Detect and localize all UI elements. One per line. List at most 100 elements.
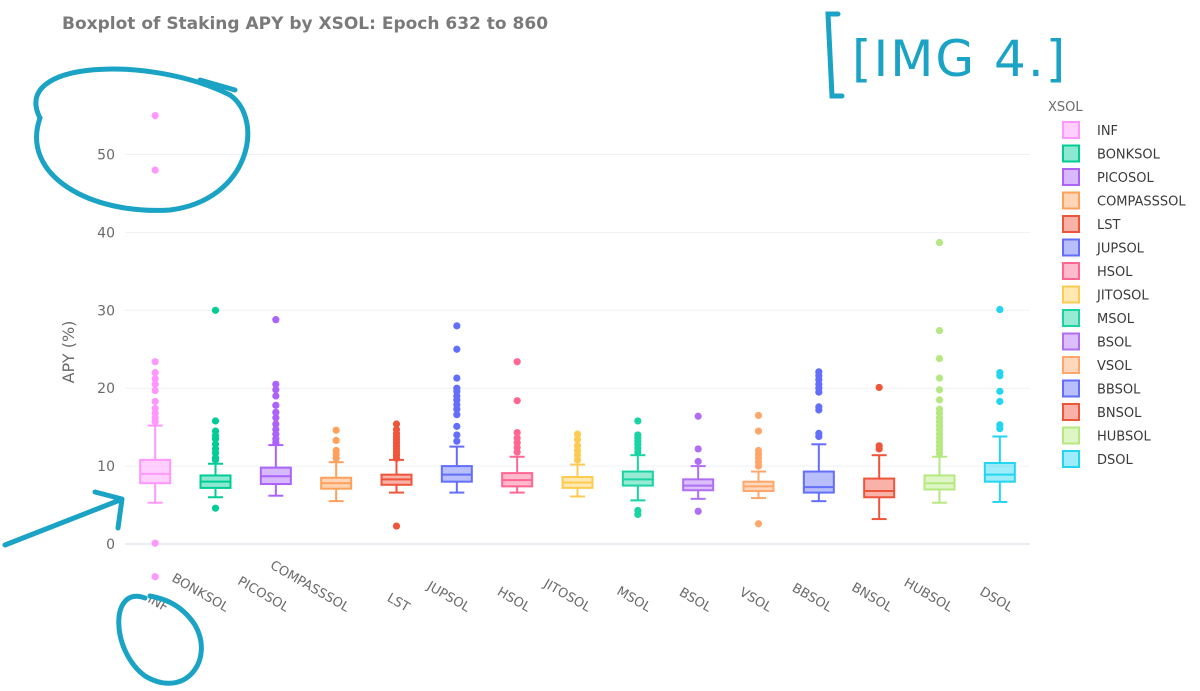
legend-label: LST xyxy=(1097,218,1120,233)
outlier-point xyxy=(453,431,461,439)
x-tick-label: BNSOL xyxy=(849,580,896,616)
outlier-point xyxy=(935,374,944,382)
x-tick-label: BBSOL xyxy=(789,581,835,616)
outlier-point xyxy=(392,454,401,462)
legend-item-dsol[interactable]: DSOL xyxy=(1062,450,1133,468)
legend-item-bnsol[interactable]: BNSOL xyxy=(1062,403,1142,421)
box-bnsol[interactable] xyxy=(863,383,896,521)
legend-label: COMPASSSOL xyxy=(1097,195,1186,210)
legend-item-jitosol[interactable]: JITOSOL xyxy=(1062,285,1149,304)
chart-title: Boxplot of Staking APY by XSOL: Epoch 63… xyxy=(62,14,548,34)
outlier-point xyxy=(935,450,944,458)
outlier-point xyxy=(272,414,280,422)
box-iqr xyxy=(139,458,172,485)
outlier-point xyxy=(754,427,763,435)
outlier-point xyxy=(453,322,461,330)
legend-swatch xyxy=(1062,379,1080,398)
legend-label: INF xyxy=(1097,124,1118,139)
outlier-point xyxy=(754,520,763,528)
outlier-point xyxy=(513,397,521,405)
x-tick-label: VSOL xyxy=(737,585,775,616)
box-compasssol[interactable] xyxy=(320,426,353,503)
x-tick-label: HUBSOL xyxy=(901,576,956,616)
legend-label: BBSOL xyxy=(1097,383,1141,398)
box-inf[interactable] xyxy=(139,111,172,581)
legend-item-jupsol[interactable]: JUPSOL xyxy=(1062,238,1145,257)
legend-swatch xyxy=(1062,332,1080,351)
legend-items[interactable]: INF BONKSOL PICOSOL COMPASSSOL LST JUPSOL HSOL… xyxy=(1062,121,1186,468)
outlier-point xyxy=(573,430,582,438)
outlier-point xyxy=(935,326,944,335)
outlier-point xyxy=(151,375,159,383)
outlier-point xyxy=(272,401,280,409)
box-jupsol[interactable] xyxy=(440,322,473,494)
legend-label: MSOL xyxy=(1097,312,1135,327)
legend-label: HUBSOL xyxy=(1097,430,1151,445)
box-dsol[interactable] xyxy=(983,305,1016,503)
legend-item-bsol[interactable]: BSOL xyxy=(1062,332,1132,351)
legend-item-bbsol[interactable]: BBSOL xyxy=(1062,379,1141,398)
legend-swatch xyxy=(1062,238,1080,257)
box-bbsol[interactable] xyxy=(802,368,835,503)
outlier-point xyxy=(634,417,642,425)
x-tick-label: JUPSOL xyxy=(423,579,473,616)
box-hubsol[interactable] xyxy=(923,238,956,504)
outlier-point xyxy=(151,369,159,377)
legend-swatch xyxy=(1062,426,1080,445)
legend-item-hsol[interactable]: HSOL xyxy=(1062,262,1133,280)
y-tick-label: 0 xyxy=(106,537,115,553)
outlier-point xyxy=(211,456,220,464)
outlier-point xyxy=(453,405,461,413)
outlier-point xyxy=(875,383,883,392)
legend[interactable]: XSOL INF BONKSOL PICOSOL COMPASSSOL LST JUPSO… xyxy=(1048,100,1186,468)
outlier-point xyxy=(694,445,702,453)
box-bsol[interactable] xyxy=(682,412,715,515)
outlier-point xyxy=(151,573,159,581)
y-tick-label: 30 xyxy=(97,303,115,319)
legend-item-inf[interactable]: INF xyxy=(1062,121,1118,139)
outlier-point xyxy=(573,456,582,464)
outlier-point xyxy=(694,412,702,420)
legend-swatch xyxy=(1062,285,1080,304)
legend-item-vsol[interactable]: VSOL xyxy=(1062,356,1132,374)
legend-label: BONKSOL xyxy=(1097,148,1161,163)
annotation-label: [IMG 4.] xyxy=(852,30,1067,88)
y-axis-label: APY (%) xyxy=(59,321,78,384)
legend-swatch xyxy=(1062,215,1080,233)
legend-label: BSOL xyxy=(1097,336,1132,351)
legend-item-picosol[interactable]: PICOSOL xyxy=(1062,168,1154,186)
outlier-point xyxy=(453,374,461,382)
box-iqr xyxy=(863,477,896,499)
box-picosol[interactable] xyxy=(259,316,292,497)
box-msol[interactable] xyxy=(621,417,654,518)
outlier-point xyxy=(935,396,944,404)
outlier-point xyxy=(272,392,280,400)
outlier-point xyxy=(211,504,220,512)
box-lst[interactable] xyxy=(380,420,413,530)
box-hsol[interactable] xyxy=(501,358,534,494)
x-tick-label: DSOL xyxy=(977,585,1016,616)
outlier-point xyxy=(211,435,220,443)
y-tick-label: 50 xyxy=(97,148,115,164)
legend-swatch xyxy=(1062,262,1080,280)
box-jitosol[interactable] xyxy=(561,430,594,498)
outlier-point xyxy=(815,432,823,441)
outlier-point xyxy=(272,386,280,394)
legend-item-msol[interactable]: MSOL xyxy=(1062,309,1135,327)
outlier-point xyxy=(272,420,280,428)
outlier-point xyxy=(151,539,159,547)
box-bonksol[interactable] xyxy=(199,306,232,512)
outlier-point xyxy=(272,408,280,416)
box-vsol[interactable] xyxy=(742,411,775,528)
legend-item-lst[interactable]: LST xyxy=(1062,215,1120,233)
outlier-point xyxy=(935,386,944,394)
legend-item-compasssol[interactable]: COMPASSSOL xyxy=(1062,191,1186,210)
legend-item-bonksol[interactable]: BONKSOL xyxy=(1062,144,1161,163)
handwritten-annotations: [IMG 4.] xyxy=(2,11,1067,686)
outlier-point xyxy=(211,417,220,425)
legend-item-hubsol[interactable]: HUBSOL xyxy=(1062,426,1151,445)
legend-label: PICOSOL xyxy=(1097,171,1154,186)
legend-swatch xyxy=(1062,168,1080,186)
outlier-point xyxy=(453,411,461,419)
